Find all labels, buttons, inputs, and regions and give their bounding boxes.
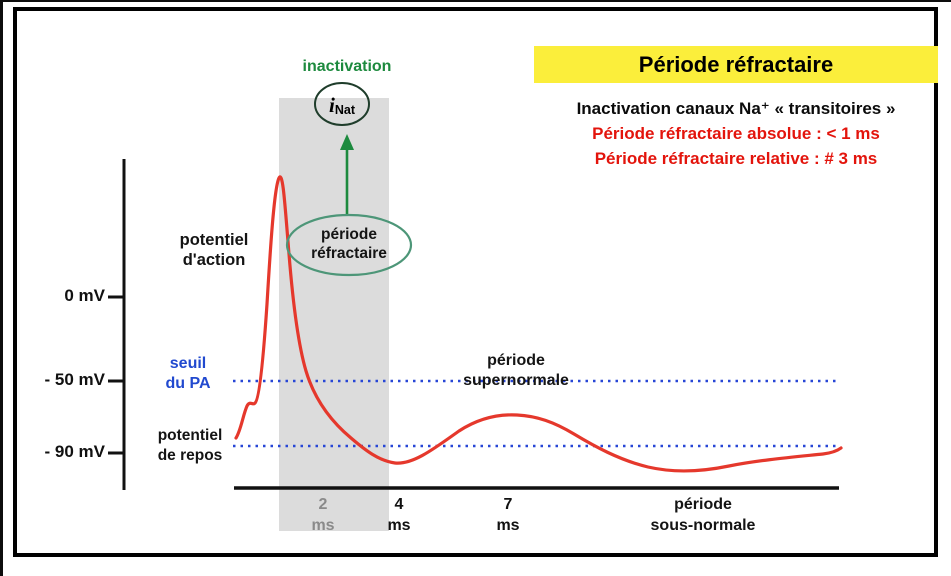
x-tick-4ms: 4 ms [387,496,411,534]
refractory-period-ellipse [285,213,413,277]
inactivation-label: inactivation [302,58,392,75]
refractory-period-band [279,98,389,531]
resting-potential-label: potentiel de repos [157,427,223,464]
ina-current-circle [314,82,370,126]
supernormal-period-label: période supernormale [463,352,569,389]
inactivation-arrowhead [340,134,354,150]
subnormal-period-label: période sous-normale [650,496,756,534]
x-tick-2ms: 2 ms [311,496,335,534]
y-axis-label-90mv: - 90 mV [44,442,105,461]
title-text: Période réfractaire [638,52,834,77]
diagram-canvas [108,82,843,531]
action-potential-label: potentiel d'action [179,231,249,269]
ina-current-symbol: i Nat [315,91,369,119]
y-axis-label-50mv: - 50 mV [44,370,105,389]
ina-current-subscript: Nat [334,103,355,117]
ina-current-i: i [329,92,335,117]
refractory-period-label: période réfractaire [311,226,387,262]
x-tick-7ms: 7 ms [496,496,520,534]
header-block: Inactivation canaux Na⁺ « transitoires »… [536,96,936,171]
absolute-refractory-text: Période réfractaire absolue : < 1 ms [592,124,880,143]
title-banner: Période réfractaire [534,46,938,83]
na-inactivation-text: Inactivation canaux Na⁺ « transitoires » [576,99,896,118]
y-axis-label-0mv: 0 mV [64,286,105,305]
relative-refractory-text: Période réfractaire relative : # 3 ms [594,149,878,168]
action-potential-curve [234,175,843,473]
threshold-label: seuil du PA [165,355,211,392]
slide-frame [13,7,938,557]
